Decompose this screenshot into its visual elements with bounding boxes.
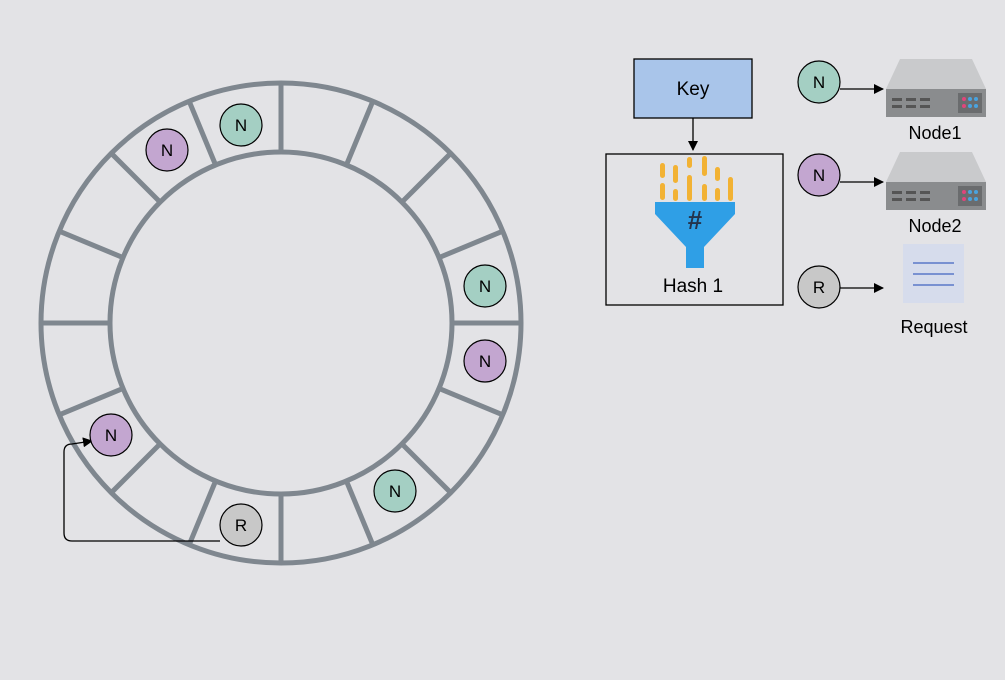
legend: N Node1 N (797, 59, 986, 337)
legend-label-node2: Node2 (908, 216, 961, 236)
ring-node-marker: N (373, 469, 417, 513)
hash-panel: Key # Hash 1 (605, 58, 784, 306)
ring-segment-divider (400, 442, 453, 495)
legend-label-node1: Node1 (908, 123, 961, 143)
legend-row-node1: N Node1 (797, 59, 986, 143)
hash-funnel-icon: # (655, 156, 735, 268)
svg-text:#: # (688, 205, 703, 235)
ring-segment-divider (344, 480, 376, 546)
legend-node-marker: N (797, 60, 841, 104)
ring-segment-divider (109, 151, 162, 204)
server-icon (886, 152, 986, 210)
ring-segment-divider (438, 228, 504, 260)
legend-row-request: R Request (797, 244, 968, 337)
ring-segment-dividers (41, 83, 521, 563)
ring-node-label: N (389, 482, 401, 501)
hash-function-box (605, 153, 784, 306)
ring-segment-divider (186, 100, 218, 166)
request-routing-arrow (63, 437, 220, 542)
ring-node-marker: N (219, 103, 263, 147)
legend-request-marker: R (797, 265, 841, 309)
legend-marker-label: N (813, 73, 825, 92)
ring-request-marker: R (219, 503, 263, 547)
ring-markers: N N N N N N R (89, 103, 507, 547)
ring-node-marker: N (463, 264, 507, 308)
legend-marker-label: R (813, 278, 825, 297)
legend-row-node2: N Node2 (797, 152, 986, 236)
ring-node-label: N (161, 141, 173, 160)
hash-ring (38, 80, 524, 566)
key-label: Key (677, 79, 710, 100)
hash-label: Hash 1 (663, 276, 723, 297)
ring-node-label: N (105, 426, 117, 445)
ring-node-marker: N (145, 128, 189, 172)
server-icon (886, 59, 986, 117)
ring-segment-divider (109, 442, 162, 495)
ring-segment-divider (400, 151, 453, 204)
ring-node-marker: N (89, 413, 133, 457)
legend-marker-label: N (813, 166, 825, 185)
ring-inner-circle (107, 149, 455, 497)
ring-segment-divider (58, 386, 124, 418)
ring-node-label: N (479, 352, 491, 371)
ring-node-label: N (479, 277, 491, 296)
ring-segment-divider (438, 386, 504, 418)
ring-segment-divider (58, 228, 124, 260)
key-box (633, 58, 753, 119)
ring-node-label: N (235, 116, 247, 135)
legend-node-marker: N (797, 153, 841, 197)
ring-segment-divider (344, 100, 376, 166)
ring-node-marker: N (463, 339, 507, 383)
ring-request-label: R (235, 516, 247, 535)
legend-label-request: Request (900, 317, 967, 337)
document-icon (903, 244, 964, 303)
ring-segment-divider (186, 480, 218, 546)
